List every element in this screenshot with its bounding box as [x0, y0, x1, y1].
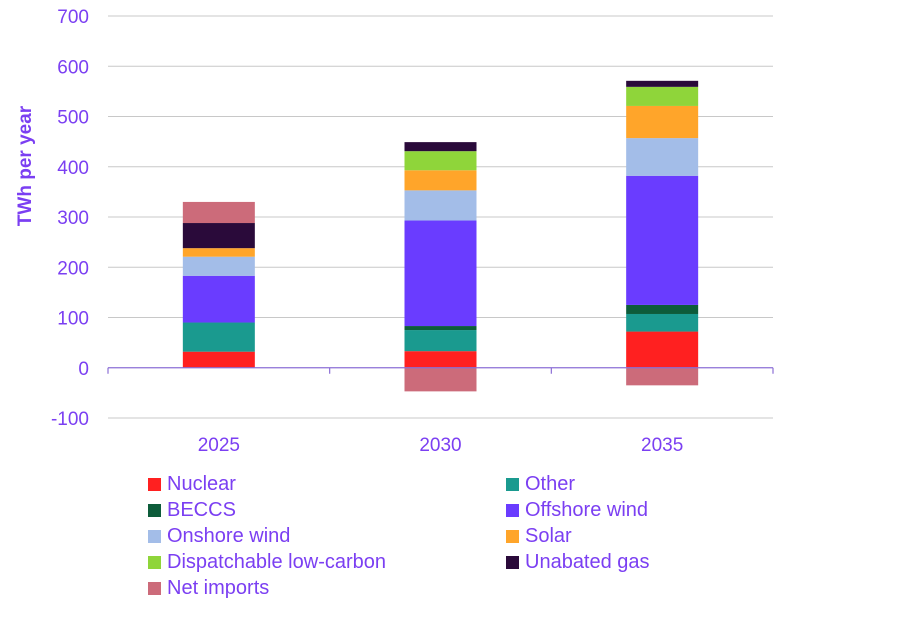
y-tick-label: 400 — [57, 158, 89, 179]
legend-label: Onshore wind — [167, 524, 291, 547]
bar-segment-solar-2025 — [182, 248, 255, 257]
legend-swatch — [148, 581, 161, 595]
legend-item: Other — [506, 471, 768, 497]
bar-segment-onshore-wind-2025 — [182, 256, 255, 276]
bar-segment-dispatchable-low-carbon-2035 — [626, 86, 699, 106]
legend-swatch — [506, 529, 519, 543]
y-tick-label: -100 — [51, 409, 89, 430]
x-tick-label: 2035 — [641, 435, 683, 456]
bar-segment-offshore-wind-2025 — [182, 275, 255, 323]
legend: Nuclear Other BECCS Offshore wind Onshore wi… — [148, 471, 768, 601]
x-axis-ticks: 2025 2030 2035 — [198, 435, 684, 456]
bar-segment-net-imports-2025 — [182, 201, 255, 224]
legend-label: Unabated gas — [525, 550, 650, 573]
bar-segment-solar-2030 — [404, 170, 477, 191]
bar-segment-other-2025 — [182, 322, 255, 352]
bar-segment-nuclear-2035 — [626, 331, 699, 368]
bar-segment-beccs-2035 — [626, 304, 699, 314]
x-tick-label: 2025 — [198, 435, 240, 456]
legend-swatch — [148, 555, 161, 569]
bar-segment-offshore-wind-2035 — [626, 175, 699, 305]
bar-segment-solar-2035 — [626, 105, 699, 139]
legend-swatch — [148, 477, 161, 491]
bar-segment-net-imports-2030 — [404, 367, 477, 392]
legend-label: BECCS — [167, 498, 236, 521]
legend-swatch — [148, 529, 161, 543]
bar-segment-dispatchable-low-carbon-2030 — [404, 151, 477, 171]
bar-segment-unabated-gas-2035 — [626, 80, 699, 87]
bar-segment-net-imports-2035 — [626, 367, 699, 386]
legend-swatch — [506, 555, 519, 569]
legend-label: Solar — [525, 524, 572, 547]
zero-line — [107, 367, 774, 374]
legend-item: Offshore wind — [506, 497, 768, 523]
y-tick-label: 0 — [78, 359, 89, 380]
legend-label: Offshore wind — [525, 498, 649, 521]
legend-item: Nuclear — [148, 471, 506, 497]
y-tick-label: 100 — [57, 309, 89, 330]
y-tick-label: 600 — [57, 57, 89, 78]
bar-segment-beccs-2030 — [404, 326, 477, 331]
bar-segment-nuclear-2030 — [404, 351, 477, 368]
bar-segment-offshore-wind-2030 — [404, 220, 477, 327]
legend-item: Solar — [506, 523, 768, 549]
x-tick-label: 2030 — [419, 435, 461, 456]
legend-item: Net imports — [148, 575, 506, 601]
y-axis-ticks: -100 0 100 200 300 400 500 600 700 — [51, 7, 89, 430]
y-tick-label: 300 — [57, 208, 89, 229]
legend-swatch — [148, 503, 161, 517]
legend-item: Onshore wind — [148, 523, 506, 549]
bar-segment-onshore-wind-2035 — [626, 138, 699, 176]
bar-segment-other-2030 — [404, 330, 477, 352]
legend-label: Nuclear — [167, 472, 236, 495]
legend-swatch — [506, 477, 519, 491]
legend-label: Other — [525, 472, 576, 495]
bar-segment-onshore-wind-2030 — [404, 190, 477, 221]
legend-item: Dispatchable low-carbon — [148, 549, 506, 575]
legend-item: Unabated gas — [506, 549, 768, 575]
bar-segment-other-2035 — [626, 313, 699, 332]
bar-segment-unabated-gas-2025 — [182, 223, 255, 249]
legend-item: BECCS — [148, 497, 506, 523]
bar-segment-nuclear-2025 — [182, 351, 255, 368]
y-tick-label: 200 — [57, 258, 89, 279]
y-tick-label: 500 — [57, 108, 89, 129]
legend-swatch — [506, 503, 519, 517]
bar-segment-unabated-gas-2030 — [404, 142, 477, 152]
y-tick-label: 700 — [57, 7, 89, 28]
legend-label: Dispatchable low-carbon — [167, 550, 387, 573]
bars — [182, 80, 699, 392]
y-axis-title: TWh per year — [15, 105, 36, 226]
legend-label: Net imports — [167, 576, 270, 599]
